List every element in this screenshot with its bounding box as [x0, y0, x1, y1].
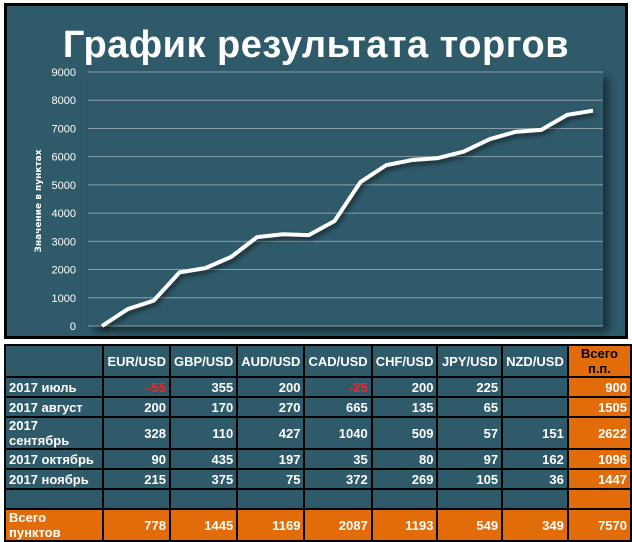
value-cell [304, 489, 371, 509]
row-label: 2017 ноябрь [5, 469, 103, 489]
value-cell: 215 [103, 469, 170, 489]
value-cell: 75 [237, 469, 304, 489]
value-cell: 80 [372, 449, 438, 469]
y-tick-label: 3000 [52, 236, 76, 248]
row-label [5, 489, 103, 509]
y-tick-label: 6000 [52, 152, 76, 164]
value-cell: 200 [237, 377, 304, 397]
value-cell: 135 [372, 397, 438, 417]
value-cell: 1096 [568, 449, 631, 469]
row-label: Всего пунктов [5, 509, 103, 541]
value-cell: 375 [170, 469, 237, 489]
corner-cell [5, 345, 103, 377]
y-tick-label: 7000 [52, 123, 76, 135]
y-tick-label: 8000 [52, 95, 76, 107]
value-cell: 170 [170, 397, 237, 417]
value-cell: 1193 [372, 509, 438, 541]
y-axis-label: Значение в пунктах [34, 149, 44, 252]
value-cell: 328 [103, 417, 170, 449]
value-cell: 151 [502, 417, 568, 449]
row-label: 2017 сентябрь [5, 417, 103, 449]
y-tick-label: 0 [70, 321, 76, 333]
value-cell: 1040 [304, 417, 371, 449]
value-cell: 65 [437, 397, 502, 417]
column-header: CHF/USD [372, 345, 438, 377]
value-cell: 2622 [568, 417, 631, 449]
value-cell: 105 [437, 469, 502, 489]
value-cell: 162 [502, 449, 568, 469]
value-cell: 225 [437, 377, 502, 397]
column-header: Всего п.п. [568, 345, 631, 377]
row-label: 2017 июль [5, 377, 103, 397]
value-cell: 1169 [237, 509, 304, 541]
y-tick-label: 4000 [52, 208, 76, 220]
value-cell: 7570 [568, 509, 631, 541]
value-cell: 372 [304, 469, 371, 489]
column-header: GBP/USD [170, 345, 237, 377]
value-cell: -55 [103, 377, 170, 397]
value-cell [502, 397, 568, 417]
value-cell [170, 489, 237, 509]
column-header: EUR/USD [103, 345, 170, 377]
value-cell: 197 [237, 449, 304, 469]
value-cell: 665 [304, 397, 371, 417]
value-cell: 1447 [568, 469, 631, 489]
value-cell: 270 [237, 397, 304, 417]
value-cell: 35 [304, 449, 371, 469]
value-cell: 269 [372, 469, 438, 489]
value-cell: 110 [170, 417, 237, 449]
row-label: 2017 октябрь [5, 449, 103, 469]
value-cell [502, 489, 568, 509]
row-label: 2017 август [5, 397, 103, 417]
value-cell [103, 489, 170, 509]
value-cell: 900 [568, 377, 631, 397]
value-cell: 200 [103, 397, 170, 417]
column-header: CAD/USD [304, 345, 371, 377]
value-cell [437, 489, 502, 509]
value-cell: 778 [103, 509, 170, 541]
column-header: NZD/USD [502, 345, 568, 377]
value-cell [372, 489, 438, 509]
column-header: JPY/USD [437, 345, 502, 377]
y-tick-label: 2000 [52, 265, 76, 277]
value-cell: 427 [237, 417, 304, 449]
value-cell: 90 [103, 449, 170, 469]
value-cell: 97 [437, 449, 502, 469]
value-cell: 57 [437, 417, 502, 449]
value-cell: 549 [437, 509, 502, 541]
line-chart: 0 1000 2000 3000 4000 5000 6000 7000 8000 9000 Зна… [7, 6, 625, 336]
value-cell [568, 489, 631, 509]
y-tick-label: 1000 [52, 293, 76, 305]
value-cell: 349 [502, 509, 568, 541]
column-header: AUD/USD [237, 345, 304, 377]
y-tick-label: 5000 [52, 180, 76, 192]
y-tick-label: 9000 [52, 67, 76, 79]
value-cell [237, 489, 304, 509]
value-cell: 36 [502, 469, 568, 489]
table-row [5, 489, 631, 509]
value-cell: 355 [170, 377, 237, 397]
value-cell: 200 [372, 377, 438, 397]
value-cell [502, 377, 568, 397]
value-cell: 1505 [568, 397, 631, 417]
value-cell: -25 [304, 377, 371, 397]
value-cell: 1445 [170, 509, 237, 541]
value-cell: 2087 [304, 509, 371, 541]
value-cell: 435 [170, 449, 237, 469]
value-cell: 509 [372, 417, 438, 449]
